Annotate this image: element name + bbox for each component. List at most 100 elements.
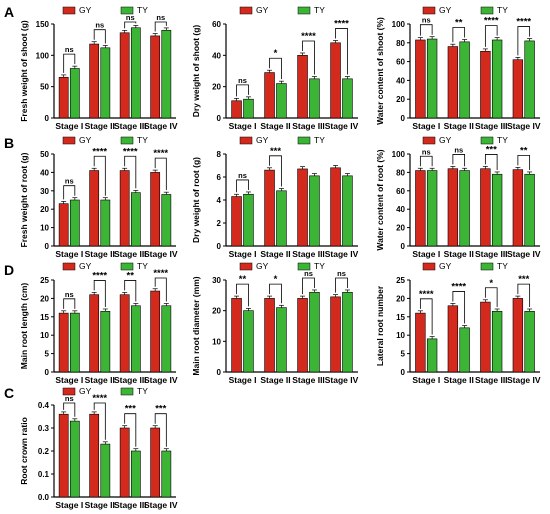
y-axis-label: Main root diameter (mm) (191, 276, 201, 375)
bar-ty (459, 170, 470, 247)
bar-gy (297, 168, 308, 247)
significance-label: ns (337, 269, 346, 278)
significance-label: ns (65, 394, 74, 403)
significance-bracket (484, 25, 498, 47)
x-tick-label: Stage I (412, 375, 440, 385)
bar-gy (119, 170, 130, 247)
y-tick-label: 0.2 (38, 447, 50, 456)
bar-ty (309, 78, 320, 119)
y-tick-label: 20 (396, 294, 405, 303)
x-tick-label: Stage II (444, 121, 474, 131)
bar-ty (309, 291, 320, 373)
legend-swatch-ty (480, 262, 494, 271)
x-tick-label: Stage II (260, 121, 290, 131)
x-tick-label: Stage II (260, 375, 290, 385)
legend-label: TY (497, 261, 508, 271)
bar-gy (150, 427, 161, 498)
x-tick-label: Stage II (444, 375, 474, 385)
y-tick-label: 50 (40, 83, 49, 92)
bar-ty (243, 98, 254, 119)
bar-gy (415, 39, 426, 119)
x-tick-label: Stage III (114, 500, 147, 510)
legend-swatch-gy (62, 136, 76, 145)
bar-ty (243, 193, 254, 247)
significance-label: ns (95, 21, 104, 30)
x-tick-label: Stage III (114, 121, 147, 131)
bar-ty (491, 310, 503, 373)
x-tick-label: Stage III (292, 249, 325, 259)
significance-bracket (236, 84, 249, 97)
significance-label: **** (334, 18, 349, 29)
y-axis-label: Fresh weight of root (g) (19, 152, 29, 247)
bar-gy (231, 196, 242, 247)
significance-label: **** (153, 268, 168, 279)
bar-gy (89, 294, 100, 373)
significance-bracket (452, 154, 466, 167)
bar-ty (276, 190, 287, 247)
legend-swatch-gy (239, 6, 253, 15)
significance-bracket (124, 155, 137, 189)
bar-ty (426, 170, 438, 247)
y-tick-label: 40 (40, 168, 49, 177)
legend-label: GY (256, 261, 269, 271)
significance-bracket (452, 291, 466, 324)
x-tick-label: Stage IV (507, 249, 541, 259)
significance-label: ns (422, 16, 431, 25)
significance-label: ns (65, 290, 74, 299)
bar-ty (161, 305, 172, 373)
bar-gy (119, 294, 130, 373)
bar-ty (69, 312, 80, 373)
significance-label: ns (65, 177, 74, 186)
bar-ty (130, 450, 141, 498)
significance-label: **** (516, 17, 531, 28)
y-tick-label: 5 (45, 350, 50, 359)
significance-label: **** (484, 16, 499, 27)
legend-swatch-ty (120, 136, 134, 145)
y-tick-label: 0 (401, 242, 406, 251)
significance-bracket (517, 26, 531, 56)
y-tick-label: 10 (396, 331, 405, 340)
legend-swatch-ty (480, 136, 494, 145)
bar-ty (426, 38, 438, 119)
bar-ty (69, 68, 80, 119)
bar-gy (264, 72, 275, 119)
significance-bracket (154, 157, 167, 191)
y-tick-label: 25 (396, 276, 405, 285)
significance-label: *** (270, 146, 281, 157)
significance-bracket (335, 28, 348, 75)
significance-bracket (517, 283, 531, 307)
bar-ty (130, 27, 141, 119)
bar-gy (480, 301, 491, 373)
chart-panel-1: A GY TY Fresh weight of shoot (g) 0 50 100 150 S… (4, 4, 178, 131)
y-tick-label: 0 (401, 368, 406, 377)
significance-label: ns (422, 147, 431, 156)
y-tick-label: 6 (217, 173, 222, 182)
significance-label: **** (92, 393, 107, 404)
y-tick-label: 8 (217, 150, 222, 159)
legend-label: GY (439, 261, 452, 271)
y-tick-label: 50 (40, 150, 49, 159)
bar-ty (309, 175, 320, 247)
significance-label: **** (301, 31, 316, 42)
bar-ty (426, 338, 438, 373)
bar-gy (512, 59, 524, 119)
x-tick-label: Stage III (475, 249, 508, 259)
bar-gy (150, 290, 161, 373)
x-tick-label: Stage II (85, 249, 115, 259)
x-tick-label: Stage III (475, 121, 508, 131)
y-tick-label: 80 (396, 168, 405, 177)
significance-label: * (274, 274, 278, 285)
y-tick-label: 20 (40, 205, 49, 214)
chart-panel-5: GY TY Dry weight of root (g) 0 2 4 6 8 Stage I ns… (191, 135, 359, 259)
significance-bracket (236, 283, 249, 307)
bar-gy (297, 55, 308, 119)
y-axis-label: Dry weight of root (g) (191, 157, 201, 243)
bar-ty (100, 199, 111, 247)
bar-gy (415, 170, 426, 247)
legend-label: TY (314, 261, 325, 271)
legend-label: TY (314, 135, 325, 145)
y-tick-label: 15 (396, 313, 405, 322)
significance-bracket (419, 155, 433, 167)
significance-bracket (269, 155, 282, 187)
